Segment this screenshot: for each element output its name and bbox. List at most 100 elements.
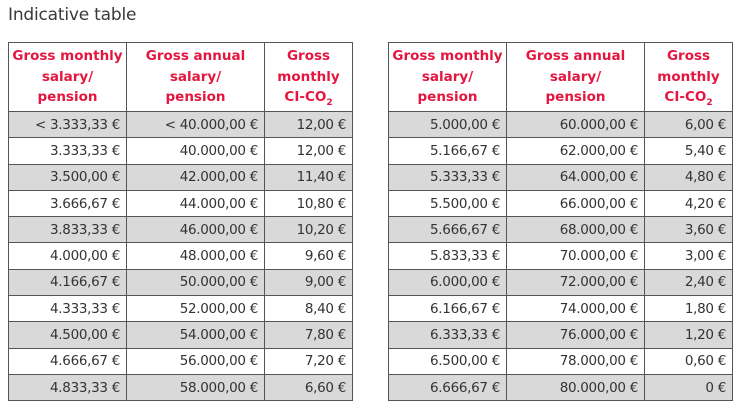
table-row: 3.333,33 €40.000,00 €12,00 € bbox=[8, 137, 353, 165]
table-row: 5.833,33 €70.000,00 €3,00 € bbox=[388, 242, 733, 270]
cell-annual-salary: 44.000,00 € bbox=[126, 189, 265, 218]
header-line: salary/ bbox=[169, 68, 222, 85]
cell-annual-salary: 52.000,00 € bbox=[126, 295, 265, 323]
header-subscript: 2 bbox=[326, 98, 333, 109]
cell-annual-salary: 42.000,00 € bbox=[126, 163, 265, 191]
table-row: 6.000,00 €72.000,00 €2,40 € bbox=[388, 268, 733, 297]
cell-monthly-ci-co2: 0,60 € bbox=[644, 347, 733, 375]
cell-monthly-salary: 6.166,67 € bbox=[388, 295, 507, 323]
header-line: salary/ bbox=[549, 68, 602, 85]
cell-monthly-ci-co2: 11,40 € bbox=[264, 163, 353, 191]
header-subscript: 2 bbox=[706, 98, 713, 109]
table-row: 5.333,33 €64.000,00 €4,80 € bbox=[388, 163, 733, 191]
cell-monthly-salary: 4.166,67 € bbox=[8, 268, 127, 297]
cell-monthly-salary: 6.666,67 € bbox=[388, 373, 507, 402]
cell-annual-salary: 48.000,00 € bbox=[126, 242, 265, 270]
cell-annual-salary: 58.000,00 € bbox=[126, 373, 265, 402]
table-row: < 3.333,33 € < 40.000,00 €12,00 € bbox=[8, 110, 353, 139]
header-line: pension bbox=[545, 89, 606, 106]
table-row: 3.666,67 €44.000,00 €10,80 € bbox=[8, 189, 353, 218]
header-line: Gross annual bbox=[145, 48, 246, 65]
cell-monthly-ci-co2: 10,20 € bbox=[264, 216, 353, 244]
header-line: Gross annual bbox=[525, 48, 626, 65]
header-gross-monthly-salary: Gross monthly salary/ pension bbox=[388, 42, 507, 112]
cell-monthly-salary: 6.500,00 € bbox=[388, 347, 507, 375]
cell-monthly-salary: 5.833,33 € bbox=[388, 242, 507, 270]
cell-monthly-salary: 5.333,33 € bbox=[388, 163, 507, 191]
cell-monthly-ci-co2: 1,80 € bbox=[644, 295, 733, 323]
table-row: 4.500,00 €54.000,00 €7,80 € bbox=[8, 321, 353, 349]
cell-monthly-salary: 5.500,00 € bbox=[388, 189, 507, 218]
header-line: CI-CO bbox=[284, 89, 327, 106]
header-line: monthly bbox=[657, 68, 720, 85]
header-gross-monthly-ci-co2: Gross monthly CI-CO2 bbox=[264, 42, 353, 112]
header-gross-annual-salary: Gross annual salary/ pension bbox=[126, 42, 265, 112]
header-line: salary/ bbox=[421, 68, 474, 85]
table-header-row: Gross monthly salary/ pension Gross annu… bbox=[8, 42, 353, 112]
header-line: Gross monthly bbox=[12, 48, 123, 65]
header-line: salary/ bbox=[41, 68, 94, 85]
header-line: Gross bbox=[666, 48, 711, 65]
cell-monthly-salary: 5.166,67 € bbox=[388, 137, 507, 165]
page-title: Indicative table bbox=[8, 5, 137, 25]
cell-monthly-salary: 4.666,67 € bbox=[8, 347, 127, 375]
cell-annual-salary: 54.000,00 € bbox=[126, 321, 265, 349]
header-line-with-subscript: CI-CO2 bbox=[267, 87, 350, 108]
cell-monthly-salary: 4.833,33 € bbox=[8, 373, 127, 402]
table-row: 3.500,00 €42.000,00 €11,40 € bbox=[8, 163, 353, 191]
cell-monthly-ci-co2: 5,40 € bbox=[644, 137, 733, 165]
cell-annual-salary: 72.000,00 € bbox=[506, 268, 645, 297]
cell-monthly-ci-co2: 3,60 € bbox=[644, 216, 733, 244]
cell-annual-salary: 78.000,00 € bbox=[506, 347, 645, 375]
cell-annual-salary: 60.000,00 € bbox=[506, 110, 645, 139]
salary-table-left: Gross monthly salary/ pension Gross annu… bbox=[8, 42, 353, 402]
cell-monthly-salary: 4.000,00 € bbox=[8, 242, 127, 270]
cell-annual-salary: 76.000,00 € bbox=[506, 321, 645, 349]
cell-monthly-ci-co2: 9,00 € bbox=[264, 268, 353, 297]
table-row: 4.166,67 €50.000,00 €9,00 € bbox=[8, 268, 353, 297]
header-line: monthly bbox=[277, 68, 340, 85]
cell-monthly-ci-co2: 0 € bbox=[644, 373, 733, 402]
table-row: 5.166,67 €62.000,00 €5,40 € bbox=[388, 137, 733, 165]
cell-annual-salary: 56.000,00 € bbox=[126, 347, 265, 375]
cell-monthly-ci-co2: 8,40 € bbox=[264, 295, 353, 323]
cell-annual-salary: 62.000,00 € bbox=[506, 137, 645, 165]
header-line: Gross bbox=[286, 48, 331, 65]
header-line: pension bbox=[165, 89, 226, 106]
cell-monthly-ci-co2: 4,80 € bbox=[644, 163, 733, 191]
table-row: 6.333,33 €76.000,00 €1,20 € bbox=[388, 321, 733, 349]
table-header-row: Gross monthly salary/ pension Gross annu… bbox=[388, 42, 733, 112]
cell-monthly-ci-co2: 9,60 € bbox=[264, 242, 353, 270]
cell-annual-salary: 74.000,00 € bbox=[506, 295, 645, 323]
header-line: CI-CO bbox=[664, 89, 707, 106]
cell-monthly-ci-co2: 10,80 € bbox=[264, 189, 353, 218]
cell-monthly-salary: 5.000,00 € bbox=[388, 110, 507, 139]
cell-annual-salary: 40.000,00 € bbox=[126, 137, 265, 165]
table-row: 5.666,67 €68.000,00 €3,60 € bbox=[388, 216, 733, 244]
cell-annual-salary: 66.000,00 € bbox=[506, 189, 645, 218]
table-row: 4.666,67 €56.000,00 €7,20 € bbox=[8, 347, 353, 375]
cell-annual-salary: < 40.000,00 € bbox=[126, 110, 265, 139]
cell-annual-salary: 68.000,00 € bbox=[506, 216, 645, 244]
header-line: pension bbox=[37, 89, 98, 106]
cell-annual-salary: 80.000,00 € bbox=[506, 373, 645, 402]
table-row: 5.500,00 €66.000,00 €4,20 € bbox=[388, 189, 733, 218]
table-body: < 3.333,33 € < 40.000,00 €12,00 €3.333,33… bbox=[8, 110, 353, 402]
table-row: 6.166,67 €74.000,00 €1,80 € bbox=[388, 295, 733, 323]
header-gross-monthly-salary: Gross monthly salary/ pension bbox=[8, 42, 127, 112]
header-gross-annual-salary: Gross annual salary/ pension bbox=[506, 42, 645, 112]
table-row: 4.333,33 €52.000,00 €8,40 € bbox=[8, 295, 353, 323]
cell-monthly-ci-co2: 3,00 € bbox=[644, 242, 733, 270]
cell-monthly-ci-co2: 12,00 € bbox=[264, 110, 353, 139]
cell-monthly-salary: 3.500,00 € bbox=[8, 163, 127, 191]
cell-annual-salary: 50.000,00 € bbox=[126, 268, 265, 297]
cell-monthly-salary: 4.500,00 € bbox=[8, 321, 127, 349]
header-line-with-subscript: CI-CO2 bbox=[647, 87, 730, 108]
cell-monthly-ci-co2: 1,20 € bbox=[644, 321, 733, 349]
table-row: 5.000,00 €60.000,00 €6,00 € bbox=[388, 110, 733, 139]
header-line: pension bbox=[417, 89, 478, 106]
table-body: 5.000,00 €60.000,00 €6,00 €5.166,67 €62.… bbox=[388, 110, 733, 402]
cell-monthly-ci-co2: 7,80 € bbox=[264, 321, 353, 349]
cell-monthly-ci-co2: 4,20 € bbox=[644, 189, 733, 218]
cell-annual-salary: 70.000,00 € bbox=[506, 242, 645, 270]
